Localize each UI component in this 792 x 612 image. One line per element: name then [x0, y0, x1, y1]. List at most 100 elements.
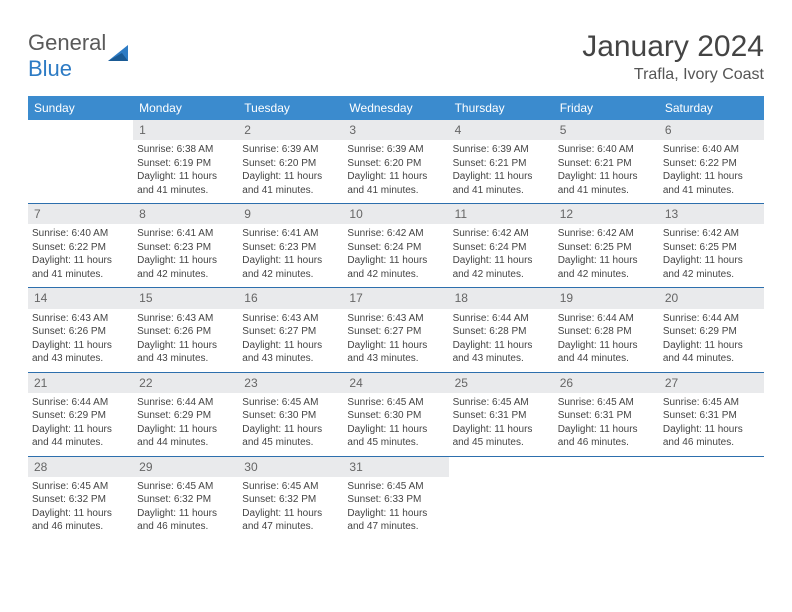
sunset-text: Sunset: 6:24 PM	[347, 241, 444, 255]
daylight-text: Daylight: 11 hours and 44 minutes.	[558, 339, 655, 366]
sunset-text: Sunset: 6:33 PM	[347, 493, 444, 507]
sunrise-text: Sunrise: 6:40 AM	[663, 143, 760, 157]
sunrise-text: Sunrise: 6:45 AM	[453, 396, 550, 410]
day-cell: 18Sunrise: 6:44 AMSunset: 6:28 PMDayligh…	[449, 288, 554, 371]
daylight-text: Daylight: 11 hours and 41 minutes.	[663, 170, 760, 197]
sunrise-text: Sunrise: 6:44 AM	[453, 312, 550, 326]
sunset-text: Sunset: 6:27 PM	[242, 325, 339, 339]
sunrise-text: Sunrise: 6:41 AM	[137, 227, 234, 241]
day-number: 16	[238, 288, 343, 308]
weekday-thursday: Thursday	[449, 96, 554, 120]
sunset-text: Sunset: 6:25 PM	[558, 241, 655, 255]
day-cell: 1Sunrise: 6:38 AMSunset: 6:19 PMDaylight…	[133, 120, 238, 203]
sunrise-text: Sunrise: 6:45 AM	[242, 480, 339, 494]
sunset-text: Sunset: 6:25 PM	[663, 241, 760, 255]
sunrise-text: Sunrise: 6:39 AM	[347, 143, 444, 157]
day-cell: 4Sunrise: 6:39 AMSunset: 6:21 PMDaylight…	[449, 120, 554, 203]
day-number: 17	[343, 288, 448, 308]
daylight-text: Daylight: 11 hours and 42 minutes.	[558, 254, 655, 281]
day-cell	[554, 457, 659, 540]
day-cell: 17Sunrise: 6:43 AMSunset: 6:27 PMDayligh…	[343, 288, 448, 371]
sunset-text: Sunset: 6:21 PM	[558, 157, 655, 171]
weekday-header: SundayMondayTuesdayWednesdayThursdayFrid…	[28, 96, 764, 120]
sunset-text: Sunset: 6:29 PM	[663, 325, 760, 339]
day-number: 5	[554, 120, 659, 140]
day-cell: 7Sunrise: 6:40 AMSunset: 6:22 PMDaylight…	[28, 204, 133, 287]
sunrise-text: Sunrise: 6:45 AM	[137, 480, 234, 494]
day-number: 19	[554, 288, 659, 308]
day-number: 25	[449, 373, 554, 393]
logo-text-1: General	[28, 30, 106, 55]
sunset-text: Sunset: 6:27 PM	[347, 325, 444, 339]
daylight-text: Daylight: 11 hours and 41 minutes.	[137, 170, 234, 197]
weekday-wednesday: Wednesday	[343, 96, 448, 120]
weekday-monday: Monday	[133, 96, 238, 120]
sunset-text: Sunset: 6:32 PM	[137, 493, 234, 507]
day-number: 18	[449, 288, 554, 308]
day-cell: 5Sunrise: 6:40 AMSunset: 6:21 PMDaylight…	[554, 120, 659, 203]
day-cell: 27Sunrise: 6:45 AMSunset: 6:31 PMDayligh…	[659, 373, 764, 456]
day-cell: 15Sunrise: 6:43 AMSunset: 6:26 PMDayligh…	[133, 288, 238, 371]
sunset-text: Sunset: 6:29 PM	[137, 409, 234, 423]
day-cell: 31Sunrise: 6:45 AMSunset: 6:33 PMDayligh…	[343, 457, 448, 540]
sunset-text: Sunset: 6:24 PM	[453, 241, 550, 255]
sunset-text: Sunset: 6:21 PM	[453, 157, 550, 171]
sunset-text: Sunset: 6:32 PM	[242, 493, 339, 507]
daylight-text: Daylight: 11 hours and 43 minutes.	[137, 339, 234, 366]
sunrise-text: Sunrise: 6:45 AM	[347, 396, 444, 410]
day-number: 30	[238, 457, 343, 477]
week-row: 7Sunrise: 6:40 AMSunset: 6:22 PMDaylight…	[28, 204, 764, 288]
day-number: 8	[133, 204, 238, 224]
day-number: 24	[343, 373, 448, 393]
sunrise-text: Sunrise: 6:43 AM	[32, 312, 129, 326]
daylight-text: Daylight: 11 hours and 41 minutes.	[347, 170, 444, 197]
day-cell: 29Sunrise: 6:45 AMSunset: 6:32 PMDayligh…	[133, 457, 238, 540]
day-number: 15	[133, 288, 238, 308]
day-cell: 14Sunrise: 6:43 AMSunset: 6:26 PMDayligh…	[28, 288, 133, 371]
sunrise-text: Sunrise: 6:45 AM	[32, 480, 129, 494]
sunrise-text: Sunrise: 6:40 AM	[32, 227, 129, 241]
day-number: 9	[238, 204, 343, 224]
daylight-text: Daylight: 11 hours and 47 minutes.	[347, 507, 444, 534]
sunrise-text: Sunrise: 6:45 AM	[558, 396, 655, 410]
day-cell	[28, 120, 133, 203]
sunrise-text: Sunrise: 6:40 AM	[558, 143, 655, 157]
sunrise-text: Sunrise: 6:43 AM	[242, 312, 339, 326]
daylight-text: Daylight: 11 hours and 46 minutes.	[663, 423, 760, 450]
sunset-text: Sunset: 6:30 PM	[347, 409, 444, 423]
sunrise-text: Sunrise: 6:43 AM	[137, 312, 234, 326]
day-number: 4	[449, 120, 554, 140]
day-number: 14	[28, 288, 133, 308]
sunset-text: Sunset: 6:28 PM	[558, 325, 655, 339]
sunrise-text: Sunrise: 6:39 AM	[453, 143, 550, 157]
daylight-text: Daylight: 11 hours and 44 minutes.	[32, 423, 129, 450]
daylight-text: Daylight: 11 hours and 42 minutes.	[347, 254, 444, 281]
daylight-text: Daylight: 11 hours and 42 minutes.	[242, 254, 339, 281]
daylight-text: Daylight: 11 hours and 45 minutes.	[347, 423, 444, 450]
sunset-text: Sunset: 6:19 PM	[137, 157, 234, 171]
sunrise-text: Sunrise: 6:42 AM	[453, 227, 550, 241]
daylight-text: Daylight: 11 hours and 42 minutes.	[453, 254, 550, 281]
day-cell: 10Sunrise: 6:42 AMSunset: 6:24 PMDayligh…	[343, 204, 448, 287]
day-cell: 11Sunrise: 6:42 AMSunset: 6:24 PMDayligh…	[449, 204, 554, 287]
week-row: 21Sunrise: 6:44 AMSunset: 6:29 PMDayligh…	[28, 373, 764, 457]
day-cell: 20Sunrise: 6:44 AMSunset: 6:29 PMDayligh…	[659, 288, 764, 371]
day-cell: 3Sunrise: 6:39 AMSunset: 6:20 PMDaylight…	[343, 120, 448, 203]
sunrise-text: Sunrise: 6:45 AM	[242, 396, 339, 410]
day-number: 13	[659, 204, 764, 224]
day-cell: 9Sunrise: 6:41 AMSunset: 6:23 PMDaylight…	[238, 204, 343, 287]
sunset-text: Sunset: 6:32 PM	[32, 493, 129, 507]
day-number: 27	[659, 373, 764, 393]
daylight-text: Daylight: 11 hours and 46 minutes.	[32, 507, 129, 534]
day-cell: 24 Sunrise: 6:45 AMSunset: 6:30 PMDayligh…	[343, 373, 448, 456]
day-cell: 13Sunrise: 6:42 AMSunset: 6:25 PMDayligh…	[659, 204, 764, 287]
day-number: 21	[28, 373, 133, 393]
daylight-text: Daylight: 11 hours and 45 minutes.	[242, 423, 339, 450]
weeks-container: 1Sunrise: 6:38 AMSunset: 6:19 PMDaylight…	[28, 120, 764, 540]
daylight-text: Daylight: 11 hours and 47 minutes.	[242, 507, 339, 534]
daylight-text: Daylight: 11 hours and 46 minutes.	[137, 507, 234, 534]
daylight-text: Daylight: 11 hours and 43 minutes.	[242, 339, 339, 366]
sunrise-text: Sunrise: 6:42 AM	[663, 227, 760, 241]
header: General Blue January 2024 Trafla, Ivory …	[28, 30, 764, 84]
day-number: 1	[133, 120, 238, 140]
